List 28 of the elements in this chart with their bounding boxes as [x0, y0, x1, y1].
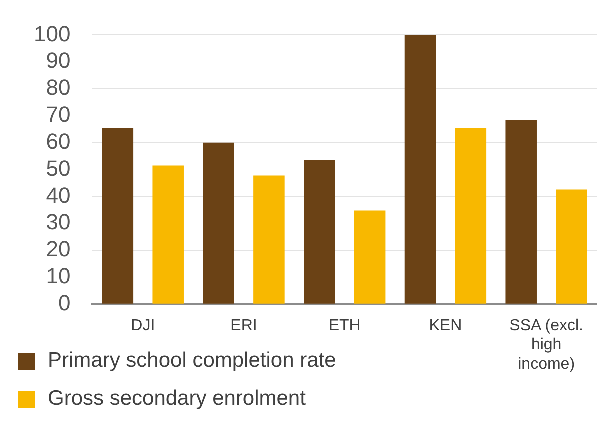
bar	[254, 176, 285, 304]
y-tick-label: 20	[46, 236, 71, 262]
y-tick-label: 0	[58, 290, 71, 316]
bar	[354, 210, 386, 304]
bar	[506, 120, 537, 304]
bar	[556, 190, 588, 304]
bar	[152, 166, 184, 304]
y-tick-label: 90	[46, 48, 71, 74]
y-tick-label: 30	[46, 210, 71, 235]
y-tick-label: 80	[46, 75, 71, 100]
bar	[404, 35, 436, 304]
y-tick-label: 60	[46, 128, 71, 154]
bar	[102, 128, 134, 304]
bar	[203, 142, 234, 304]
x-tick-label: DJI	[131, 317, 156, 334]
x-tick-label: SSA (excl. high income)	[510, 317, 584, 373]
y-tick-label: 50	[46, 156, 71, 181]
legend-label: Primary school completion rate	[48, 349, 336, 373]
y-tick-label: 10	[46, 264, 71, 289]
bar	[455, 128, 487, 304]
x-tick-label: ERI	[230, 317, 258, 334]
legend-label: Gross secondary enrolment	[48, 387, 306, 411]
bar	[304, 160, 336, 304]
y-tick-label: 100	[34, 21, 71, 46]
y-tick-label: 40	[46, 182, 71, 208]
y-tick-label: 70	[46, 102, 71, 128]
x-tick-label: KEN	[429, 317, 462, 334]
x-tick-label: ETH	[328, 317, 361, 334]
